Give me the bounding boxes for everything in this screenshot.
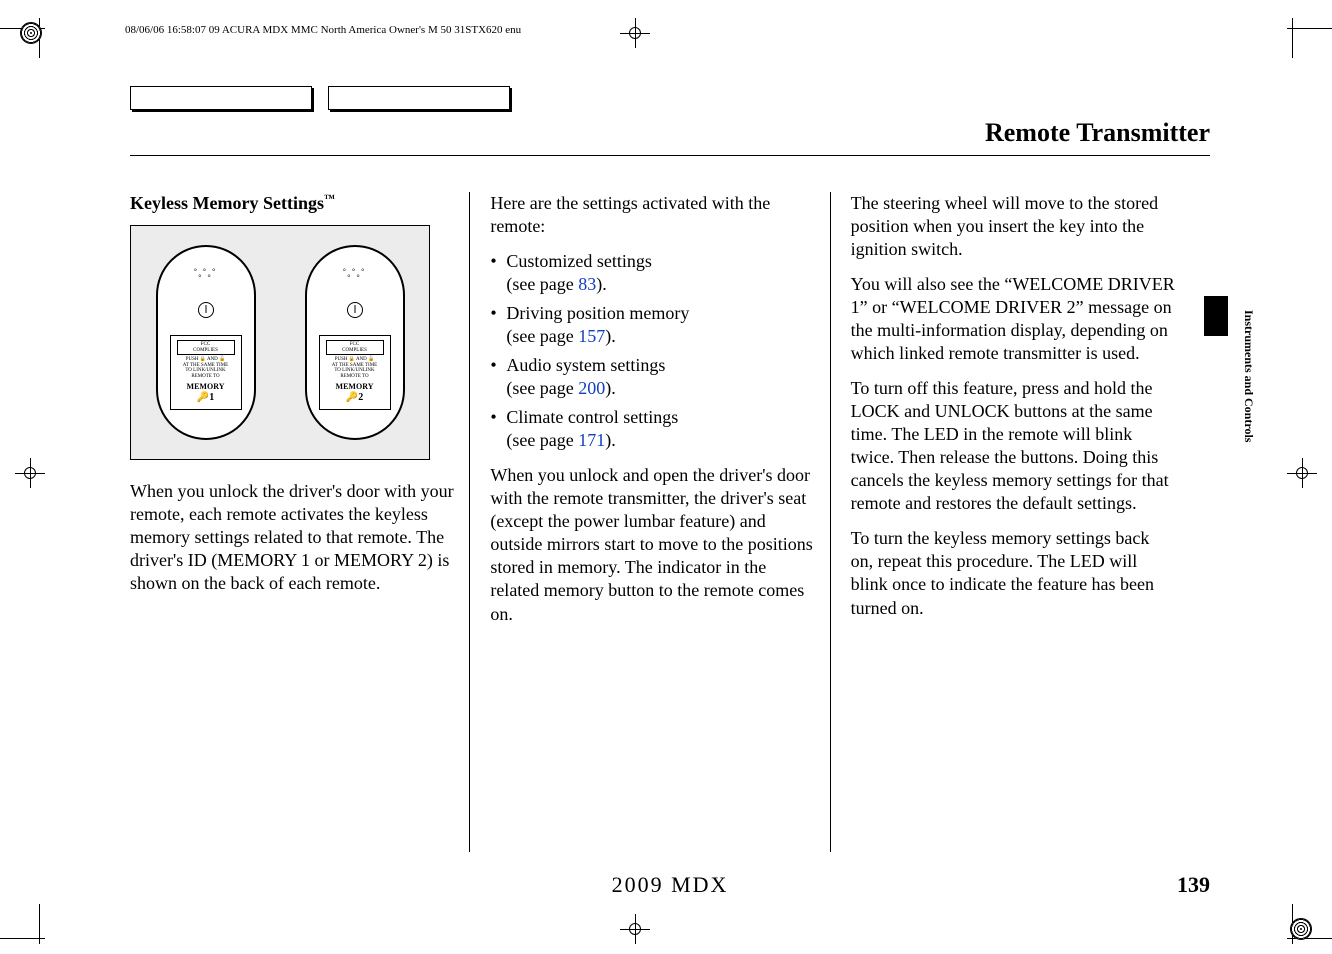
tab-box [328, 86, 510, 110]
section-label: Instruments and Controls [1241, 310, 1256, 442]
page-link[interactable]: 83 [578, 274, 596, 294]
fob-dots-icon: ° ° °° ° [343, 269, 367, 281]
list-item-text: ). [605, 326, 616, 346]
header-meta: 08/06/06 16:58:07 09 ACURA MDX MMC North… [125, 24, 521, 36]
page-link[interactable]: 200 [578, 378, 605, 398]
fob-label-panel: FCCCOMPLIES PUSH 🔒 AND 🔓AT THE SAME TIME… [170, 335, 242, 410]
body-paragraph: When you unlock and open the driver's do… [490, 464, 814, 625]
page-link[interactable]: 171 [578, 430, 605, 450]
list-item-text: (see page [506, 274, 578, 294]
body-paragraph: When you unlock the driver's door with y… [130, 480, 454, 595]
list-item-text: ). [605, 430, 616, 450]
body-paragraph: The steering wheel will move to the stor… [851, 192, 1175, 261]
page: 08/06/06 16:58:07 09 ACURA MDX MMC North… [0, 0, 1332, 954]
fob-label-panel: FCCCOMPLIES PUSH 🔒 AND 🔓AT THE SAME TIME… [319, 335, 391, 410]
column-2: Here are the settings activated with the… [469, 192, 829, 852]
body-paragraph: To turn the keyless memory settings back… [851, 527, 1175, 619]
crop-mark [0, 904, 40, 944]
page-footer: 2009 MDX 139 [130, 872, 1210, 898]
title-rule [130, 155, 1210, 156]
list-item-text: (see page [506, 430, 578, 450]
list-item: Audio system settings (see page 200). [490, 354, 814, 400]
list-item-text: Customized settings [506, 251, 652, 271]
list-item-text: Audio system settings [506, 355, 665, 375]
crosshair-icon [1287, 458, 1317, 488]
key-fob-2: ° ° °° ° FCCCOMPLIES PUSH 🔒 AND 🔓AT THE … [305, 245, 405, 440]
list-item: Climate control settings (see page 171). [490, 406, 814, 452]
list-item-text: Driving position memory [506, 303, 689, 323]
body-paragraph: To turn off this feature, press and hold… [851, 377, 1175, 515]
key-fob-1: ° ° °° ° FCCCOMPLIES PUSH 🔒 AND 🔓AT THE … [156, 245, 256, 440]
footer-model-year: 2009 MDX [612, 872, 729, 898]
crosshair-icon [620, 18, 650, 48]
fob-memory-label: MEMORY [171, 383, 241, 392]
page-link[interactable]: 157 [578, 326, 605, 346]
list-item-text: ). [605, 378, 616, 398]
trademark-icon: ™ [324, 193, 335, 205]
crosshair-icon [620, 914, 650, 944]
registration-mark-icon [20, 22, 42, 44]
body-paragraph: Here are the settings activated with the… [490, 192, 814, 238]
column-1: Keyless Memory Settings™ ° ° °° ° FCCCOM… [130, 192, 469, 852]
column-3: The steering wheel will move to the stor… [830, 192, 1190, 852]
list-item-text: Climate control settings [506, 407, 678, 427]
subheading: Keyless Memory Settings™ [130, 192, 454, 215]
list-item-text: ). [596, 274, 607, 294]
list-item-text: (see page [506, 326, 578, 346]
list-item-text: (see page [506, 378, 578, 398]
index-tab-boxes [130, 86, 510, 110]
tab-box [130, 86, 312, 110]
acura-logo-icon [198, 302, 214, 318]
registration-mark-icon [1290, 918, 1312, 940]
fob-number: 🔑2 [320, 392, 390, 403]
subheading-text: Keyless Memory Settings [130, 193, 324, 213]
crop-mark [1292, 18, 1332, 58]
acura-logo-icon [347, 302, 363, 318]
settings-list: Customized settings (see page 83). Drivi… [490, 250, 814, 452]
page-number: 139 [1177, 872, 1210, 898]
side-thumb-tab [1204, 296, 1228, 336]
list-item: Driving position memory (see page 157). [490, 302, 814, 348]
content-area: Keyless Memory Settings™ ° ° °° ° FCCCOM… [130, 192, 1190, 852]
fob-number: 🔑1 [171, 392, 241, 403]
remote-fob-illustration: ° ° °° ° FCCCOMPLIES PUSH 🔒 AND 🔓AT THE … [130, 225, 430, 460]
crosshair-icon [15, 458, 45, 488]
fob-memory-label: MEMORY [320, 383, 390, 392]
page-title: Remote Transmitter [985, 118, 1210, 148]
list-item: Customized settings (see page 83). [490, 250, 814, 296]
body-paragraph: You will also see the “WELCOME DRIVER 1”… [851, 273, 1175, 365]
fob-dots-icon: ° ° °° ° [194, 269, 218, 281]
